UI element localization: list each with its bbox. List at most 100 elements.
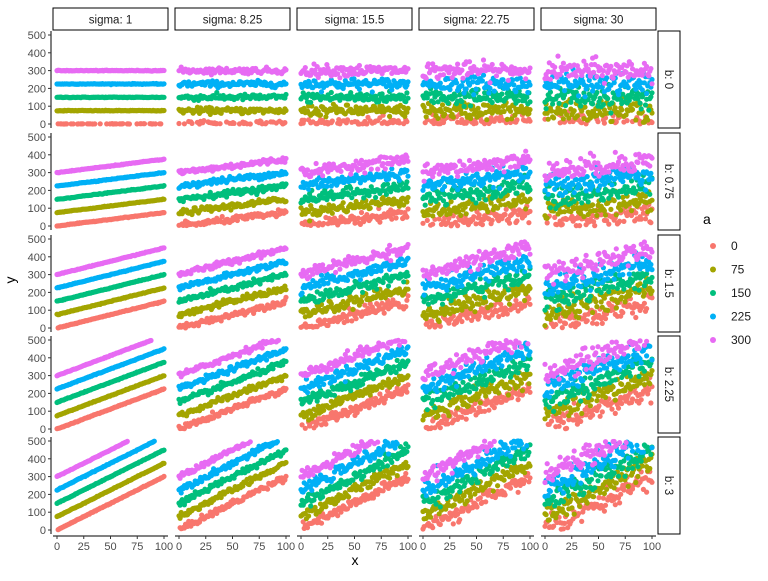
data-point xyxy=(70,121,76,127)
data-point xyxy=(571,190,577,196)
data-point xyxy=(387,113,393,119)
data-point xyxy=(405,105,411,111)
data-point xyxy=(545,116,551,122)
data-point xyxy=(373,194,379,201)
data-point xyxy=(283,91,289,98)
data-point xyxy=(574,113,581,119)
data-point xyxy=(575,93,582,99)
data-point xyxy=(527,169,533,175)
data-point xyxy=(649,81,655,87)
facet-panel xyxy=(54,67,167,127)
data-point xyxy=(523,76,529,82)
data-point xyxy=(649,90,655,96)
data-point xyxy=(468,103,474,109)
data-point xyxy=(642,216,649,222)
data-point xyxy=(647,191,653,197)
data-point xyxy=(646,73,652,79)
data-point xyxy=(523,148,529,154)
data-point xyxy=(612,149,618,155)
data-point xyxy=(404,119,410,125)
data-point xyxy=(648,220,654,226)
data-point xyxy=(161,285,167,291)
facet-panel xyxy=(542,53,655,127)
data-point xyxy=(527,157,533,163)
data-point xyxy=(608,206,614,212)
data-point xyxy=(120,121,126,127)
data-point xyxy=(555,84,561,90)
data-point xyxy=(499,91,505,97)
data-point xyxy=(507,164,514,170)
data-point xyxy=(445,100,451,106)
data-point xyxy=(152,121,158,127)
data-point xyxy=(560,60,567,66)
data-point xyxy=(458,212,464,218)
data-point xyxy=(473,86,479,92)
data-point xyxy=(283,171,289,177)
data-point xyxy=(545,191,551,197)
data-point xyxy=(404,90,410,96)
data-point xyxy=(423,114,429,120)
data-point xyxy=(645,117,651,123)
data-point xyxy=(628,61,635,67)
data-point xyxy=(424,161,430,167)
data-point xyxy=(405,158,411,164)
data-point xyxy=(437,80,443,86)
data-point xyxy=(523,165,529,171)
data-point xyxy=(570,181,576,187)
data-point xyxy=(161,67,167,74)
data-point xyxy=(283,67,289,73)
data-point xyxy=(420,220,426,226)
data-point xyxy=(453,80,460,86)
data-point xyxy=(600,102,607,108)
data-point xyxy=(635,159,641,166)
data-point xyxy=(375,166,381,172)
data-point xyxy=(362,170,368,176)
data-point xyxy=(307,218,313,224)
data-point xyxy=(80,121,86,127)
data-point xyxy=(550,193,556,199)
data-point xyxy=(308,99,314,105)
data-point xyxy=(367,205,373,211)
data-point xyxy=(648,207,654,213)
data-point xyxy=(496,104,502,110)
data-point xyxy=(313,160,319,167)
data-point xyxy=(306,186,312,192)
data-point xyxy=(405,66,411,72)
data-point xyxy=(430,213,436,219)
data-point xyxy=(356,86,362,92)
data-point xyxy=(382,166,388,172)
data-point xyxy=(624,118,630,124)
data-point xyxy=(548,108,555,114)
data-point xyxy=(358,209,365,216)
data-point xyxy=(490,184,496,191)
data-point xyxy=(480,57,487,63)
data-point xyxy=(201,118,207,124)
data-point xyxy=(181,121,187,127)
facet-panels xyxy=(54,53,655,533)
data-point xyxy=(97,121,103,127)
data-point xyxy=(463,211,469,217)
data-point xyxy=(609,100,615,106)
data-point xyxy=(594,74,600,80)
data-point xyxy=(590,183,596,189)
data-point xyxy=(564,216,570,222)
data-point xyxy=(556,100,562,106)
data-point xyxy=(550,101,556,107)
data-point xyxy=(405,173,411,179)
data-point xyxy=(317,112,324,118)
data-point xyxy=(566,169,572,175)
data-point xyxy=(582,94,588,100)
data-point xyxy=(479,78,485,84)
data-point xyxy=(217,121,223,127)
data-point xyxy=(501,169,507,175)
data-point xyxy=(600,197,607,203)
data-point xyxy=(511,185,517,191)
data-point xyxy=(571,198,577,204)
data-point xyxy=(503,206,509,212)
data-point xyxy=(320,173,326,179)
data-point xyxy=(599,72,605,79)
data-point xyxy=(329,210,335,216)
data-point xyxy=(475,105,481,111)
data-point xyxy=(447,87,453,93)
facet-panel xyxy=(298,61,411,127)
